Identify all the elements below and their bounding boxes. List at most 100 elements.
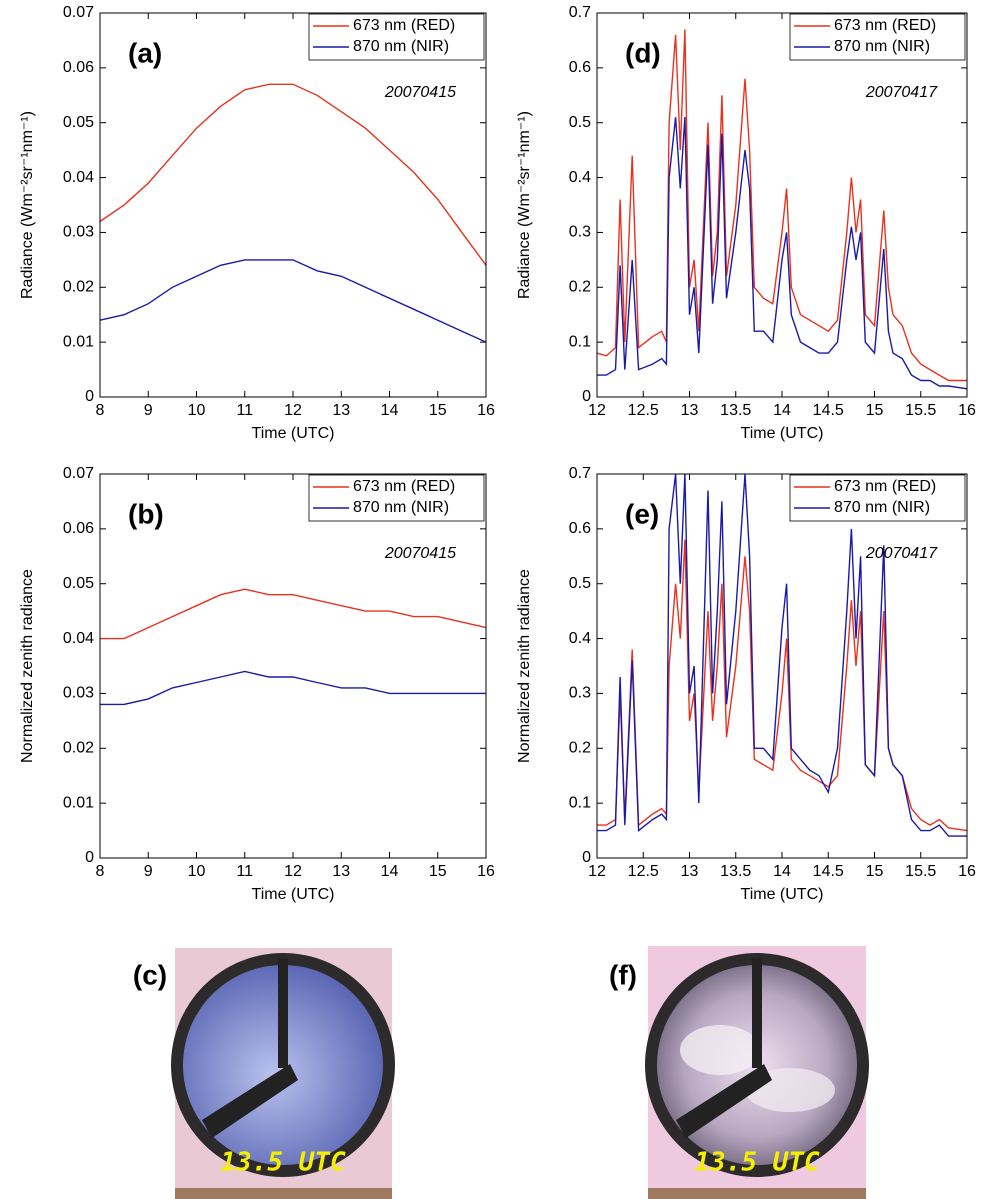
x-tick-label: 11 bbox=[236, 402, 253, 419]
x-tick-label: 13 bbox=[681, 402, 699, 419]
annotation: 20070415 bbox=[384, 545, 456, 562]
y-tick-label: 0.7 bbox=[569, 4, 591, 21]
x-tick-label: 8 bbox=[96, 402, 105, 419]
plot-frame bbox=[99, 12, 487, 398]
x-tick-label: 15.5 bbox=[905, 402, 936, 419]
legend-label: 870 nm (NIR) bbox=[834, 499, 930, 516]
legend-box bbox=[789, 13, 966, 61]
data-line bbox=[99, 83, 487, 266]
data-line bbox=[597, 473, 967, 837]
y-tick-label: 0 bbox=[582, 849, 591, 866]
panel-label: (c) bbox=[133, 959, 167, 990]
y-tick-label: 0.3 bbox=[569, 224, 591, 241]
x-tick-label: 16 bbox=[958, 863, 976, 880]
y-axis-label: Normalized zenith radiance bbox=[19, 569, 36, 763]
x-tick-label: 13 bbox=[332, 402, 350, 419]
y-tick-label: 0.2 bbox=[569, 279, 591, 296]
data-line bbox=[100, 670, 486, 706]
x-tick-label: 12 bbox=[284, 402, 302, 419]
x-tick-label: 13.5 bbox=[720, 863, 751, 880]
plot-frame bbox=[596, 473, 968, 859]
plot-frame bbox=[99, 473, 487, 859]
legend-label: 870 nm (NIR) bbox=[353, 499, 449, 516]
panel-label: (f) bbox=[609, 959, 637, 990]
panel-label: (b) bbox=[128, 498, 164, 529]
x-axis-label: Time (UTC) bbox=[741, 886, 824, 903]
data-line bbox=[597, 117, 968, 390]
y-tick-label: 0.02 bbox=[63, 279, 94, 296]
x-tick-label: 15 bbox=[866, 863, 884, 880]
y-tick-label: 0.6 bbox=[569, 520, 591, 537]
photo-caption: 13.5 UTC bbox=[220, 1148, 346, 1178]
legend-label: 673 nm (RED) bbox=[353, 17, 455, 34]
legend-box bbox=[308, 13, 485, 61]
y-tick-label: 0 bbox=[582, 388, 591, 405]
y-tick-label: 0.7 bbox=[569, 465, 591, 482]
x-tick-label: 15 bbox=[429, 402, 447, 419]
legend-label: 870 nm (NIR) bbox=[834, 38, 930, 55]
y-tick-label: 0.07 bbox=[63, 465, 94, 482]
y-tick-label: 0.07 bbox=[63, 4, 94, 21]
x-tick-label: 9 bbox=[144, 402, 153, 419]
x-tick-label: 15 bbox=[429, 863, 447, 880]
y-tick-label: 0.1 bbox=[569, 333, 591, 350]
photo-f bbox=[645, 946, 869, 1199]
x-tick-label: 13.5 bbox=[720, 402, 751, 419]
x-tick-label: 12 bbox=[588, 863, 606, 880]
y-tick-label: 0.05 bbox=[63, 114, 94, 131]
annotation: 20070417 bbox=[865, 84, 938, 101]
x-tick-label: 12.5 bbox=[628, 402, 659, 419]
data-line bbox=[596, 29, 967, 382]
x-tick-label: 14 bbox=[773, 402, 791, 419]
y-axis-label: Radiance (Wm⁻²sr⁻¹nm⁻¹) bbox=[19, 111, 36, 299]
x-axis-label: Time (UTC) bbox=[252, 886, 335, 903]
x-tick-label: 16 bbox=[477, 402, 495, 419]
x-tick-label: 12 bbox=[588, 402, 606, 419]
x-tick-label: 13 bbox=[332, 863, 350, 880]
y-tick-label: 0.06 bbox=[63, 520, 94, 537]
y-axis-label: Radiance (Wm⁻²sr⁻¹nm⁻¹) bbox=[516, 111, 533, 299]
x-axis-label: Time (UTC) bbox=[252, 425, 335, 442]
data-line bbox=[99, 259, 487, 343]
y-tick-label: 0.04 bbox=[63, 169, 94, 186]
x-tick-label: 11 bbox=[236, 863, 253, 880]
legend-label: 673 nm (RED) bbox=[353, 478, 455, 495]
x-tick-label: 14 bbox=[381, 402, 399, 419]
x-tick-label: 13 bbox=[681, 863, 699, 880]
x-tick-label: 14 bbox=[381, 863, 399, 880]
plot-frame bbox=[596, 12, 968, 398]
y-tick-label: 0.05 bbox=[63, 575, 94, 592]
panel-label: (e) bbox=[625, 498, 659, 529]
x-tick-label: 12.5 bbox=[628, 863, 659, 880]
x-tick-label: 16 bbox=[958, 402, 976, 419]
y-tick-label: 0 bbox=[85, 388, 94, 405]
y-tick-label: 0.4 bbox=[569, 169, 591, 186]
y-axis-label: Normalized zenith radiance bbox=[516, 569, 533, 763]
photo-c bbox=[171, 948, 395, 1199]
y-tick-label: 0 bbox=[85, 849, 94, 866]
legend-label: 673 nm (RED) bbox=[834, 478, 936, 495]
y-tick-label: 0.01 bbox=[63, 794, 94, 811]
y-tick-label: 0.01 bbox=[63, 333, 94, 350]
x-tick-label: 15.5 bbox=[905, 863, 936, 880]
y-tick-label: 0.2 bbox=[569, 740, 591, 757]
y-tick-label: 0.3 bbox=[569, 685, 591, 702]
panel-label: (a) bbox=[128, 37, 162, 68]
x-tick-label: 14 bbox=[773, 863, 791, 880]
panel-label: (d) bbox=[625, 37, 661, 68]
y-tick-label: 0.4 bbox=[569, 630, 591, 647]
data-line bbox=[597, 539, 968, 832]
y-tick-label: 0.1 bbox=[569, 794, 591, 811]
x-tick-label: 10 bbox=[188, 863, 206, 880]
x-tick-label: 15 bbox=[866, 402, 884, 419]
y-tick-label: 0.02 bbox=[63, 740, 94, 757]
y-tick-label: 0.5 bbox=[569, 114, 591, 131]
legend-box bbox=[789, 474, 966, 522]
x-tick-label: 14.5 bbox=[813, 863, 844, 880]
legend-label: 673 nm (RED) bbox=[834, 17, 936, 34]
x-tick-label: 9 bbox=[144, 863, 153, 880]
y-tick-label: 0.5 bbox=[569, 575, 591, 592]
y-tick-label: 0.6 bbox=[569, 59, 591, 76]
y-tick-label: 0.03 bbox=[63, 685, 94, 702]
